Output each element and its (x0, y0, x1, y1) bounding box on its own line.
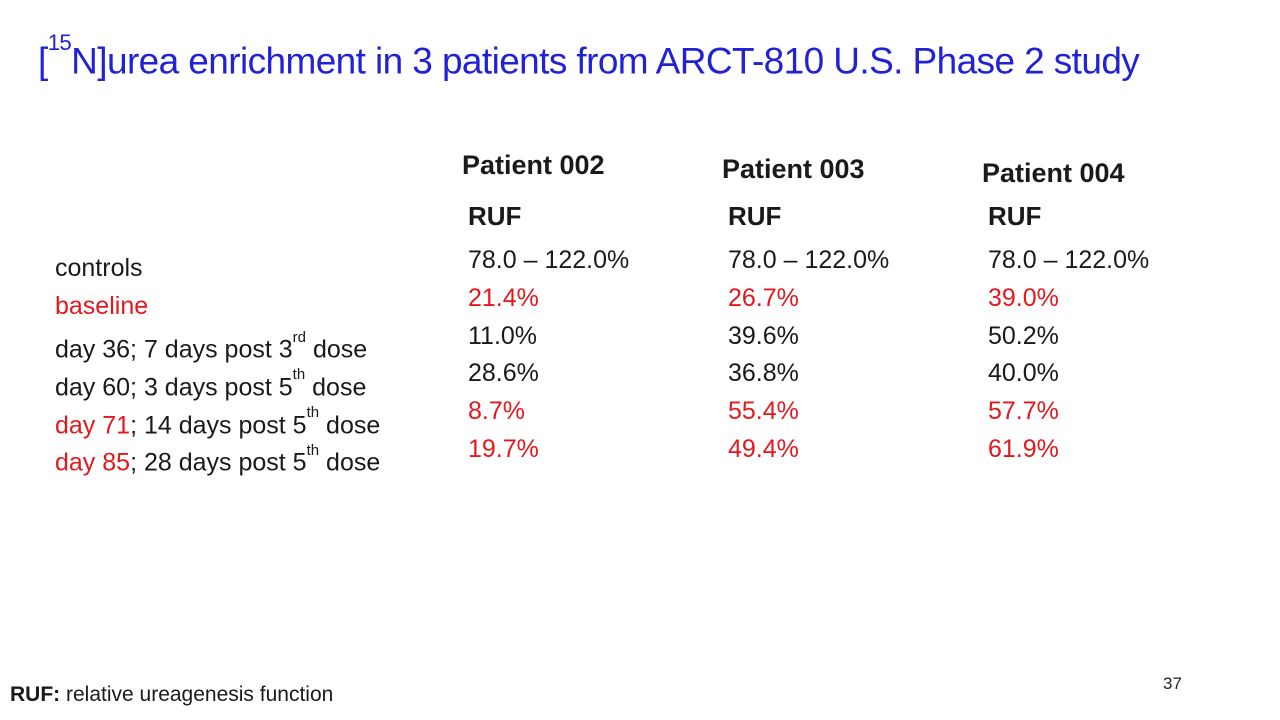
row-label-day-highlight: day 71 (55, 411, 131, 440)
row-label-text: dose (306, 335, 368, 364)
row-label-text: controls (55, 254, 143, 282)
ruf-subheader-patient-003: RUF (728, 201, 782, 231)
column-header-patient-004: Patient 004 (982, 158, 1125, 188)
row-label-text: ; 28 days post 5 (130, 448, 307, 477)
title-isotope-superscript: 15 (47, 30, 72, 56)
title-bracket: [ (38, 40, 48, 82)
ruf-subheader-patient-002: RUF (468, 201, 522, 231)
page-number: 37 (1163, 674, 1182, 693)
values-column-patient-003: 78.0 – 122.0% 26.7% 39.6% 36.8% 55.4% 49… (728, 242, 983, 469)
value-cell-day-60: 36.8% (728, 359, 799, 388)
footnote-text: relative ureagenesis function (60, 683, 334, 706)
row-label-text: ; 14 days post 5 (130, 411, 307, 440)
row-label-day-36: day 36; 7 days post 3rd dose (55, 325, 380, 364)
row-label-controls: controls (55, 250, 380, 288)
ordinal-superscript: th (292, 366, 306, 384)
row-label-text: day 36; 7 days post 3 (55, 335, 293, 364)
value-cell-day-60: 28.6% (468, 359, 539, 388)
value-cell-controls: 78.0 – 122.0% (468, 246, 630, 274)
value-cell-day-36: 50.2% (988, 321, 1059, 350)
ordinal-superscript: th (306, 441, 320, 459)
row-label-text: dose (319, 411, 381, 440)
row-label-day-71: day 71; 14 days post 5th dose (55, 401, 380, 439)
slide-title: [15N]urea enrichment in 3 patients from … (38, 30, 1248, 82)
row-label-day-85: day 85; 28 days post 5th dose (55, 438, 381, 477)
footnote-abbreviation: RUF: (10, 683, 61, 706)
row-label-text: dose (319, 448, 381, 477)
column-header-patient-002: Patient 002 (462, 150, 605, 180)
row-label-baseline: baseline (55, 288, 380, 326)
value-cell-day-60: 40.0% (988, 359, 1059, 388)
values-column-patient-002: 78.0 – 122.0% 21.4% 11.0% 28.6% 8.7% 19.… (468, 242, 723, 469)
value-cell-day-85: 19.7% (468, 434, 539, 463)
title-text: N]urea enrichment in 3 patients from ARC… (71, 40, 1140, 82)
value-cell-day-71: 55.4% (728, 397, 799, 426)
value-cell-controls: 78.0 – 122.0% (988, 246, 1150, 274)
ordinal-superscript: rd (292, 328, 307, 346)
row-label-text: dose (305, 373, 367, 402)
values-column-patient-004: 78.0 – 122.0% 39.0% 50.2% 40.0% 57.7% 61… (988, 242, 1243, 469)
value-cell-day-71: 8.7% (468, 397, 525, 426)
row-labels-column: controls baseline day 36; 7 days post 3r… (55, 250, 381, 477)
value-cell-day-36: 39.6% (728, 321, 799, 350)
ordinal-superscript: th (306, 404, 320, 421)
value-cell-day-85: 49.4% (728, 434, 799, 463)
value-cell-day-71: 57.7% (988, 397, 1059, 426)
value-cell-baseline: 39.0% (988, 283, 1059, 312)
row-label-text: day 60; 3 days post 5 (55, 373, 293, 402)
value-cell-baseline: 26.7% (728, 283, 799, 312)
value-cell-controls: 78.0 – 122.0% (728, 246, 890, 274)
row-label-day-60: day 60; 3 days post 5th dose (55, 363, 380, 401)
value-cell-baseline: 21.4% (468, 283, 539, 312)
row-label-text: baseline (55, 291, 149, 320)
ruf-subheader-patient-004: RUF (988, 201, 1042, 231)
value-cell-day-85: 61.9% (988, 434, 1059, 463)
column-header-patient-003: Patient 003 (722, 154, 865, 184)
footnote-ruf-definition: RUF: relative ureagenesis function (10, 683, 333, 707)
row-label-day-highlight: day 85 (55, 448, 131, 477)
value-cell-day-36: 11.0% (468, 321, 538, 350)
